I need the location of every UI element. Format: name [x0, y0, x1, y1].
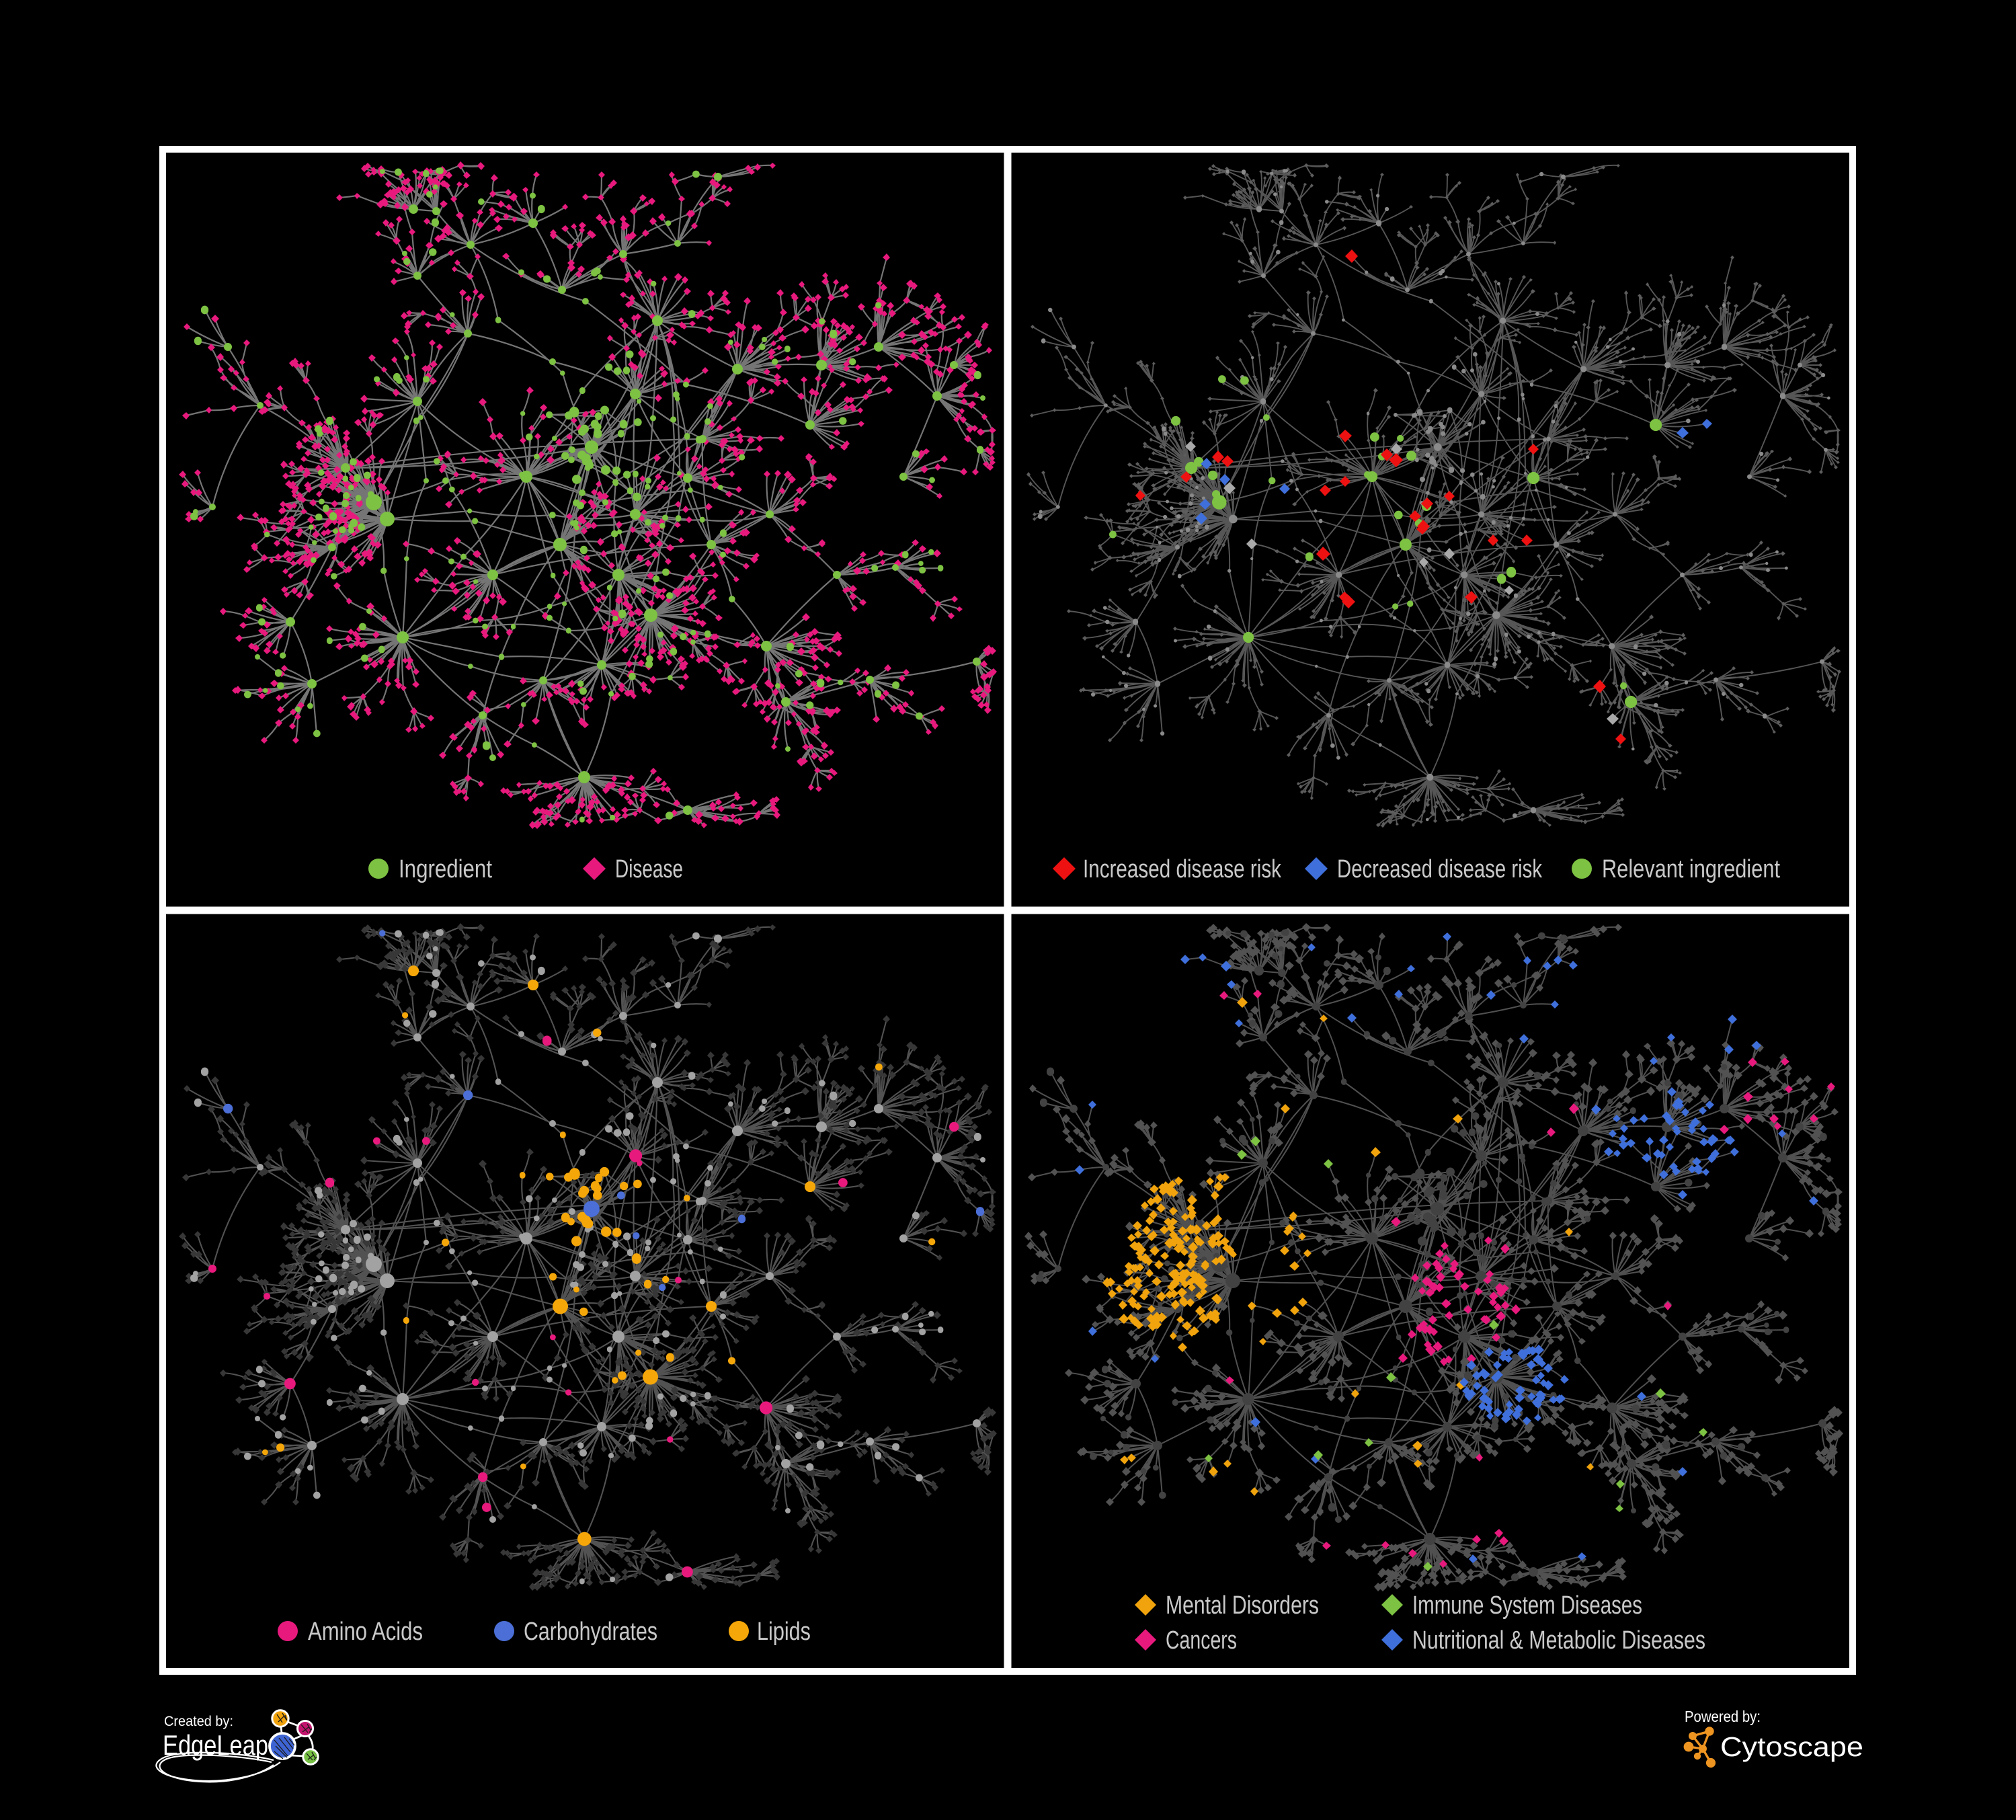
svg-text:Immune System Diseases: Immune System Diseases	[1412, 1591, 1642, 1620]
svg-text:Lipids: Lipids	[757, 1618, 811, 1646]
svg-text:Cytoscape: Cytoscape	[1720, 1731, 1863, 1762]
svg-text:Increased disease risk: Increased disease risk	[1083, 855, 1282, 883]
svg-text:Decreased disease risk: Decreased disease risk	[1337, 855, 1543, 883]
svg-text:Created by:: Created by:	[164, 1714, 233, 1729]
svg-text:Cancers: Cancers	[1166, 1626, 1237, 1655]
svg-text:Amino Acids: Amino Acids	[308, 1618, 423, 1646]
svg-text:Nutritional & Metabolic Diseas: Nutritional & Metabolic Diseases	[1412, 1626, 1705, 1655]
svg-text:Carbohydrates: Carbohydrates	[524, 1618, 657, 1646]
svg-text:Disease: Disease	[615, 855, 683, 883]
svg-text:Mental Disorders: Mental Disorders	[1166, 1591, 1319, 1620]
svg-text:Powered by:: Powered by:	[1685, 1708, 1761, 1725]
svg-text:Ingredient: Ingredient	[399, 855, 492, 883]
svg-text:Relevant ingredient: Relevant ingredient	[1602, 855, 1780, 883]
svg-text:EdgeLeap: EdgeLeap	[163, 1729, 268, 1761]
